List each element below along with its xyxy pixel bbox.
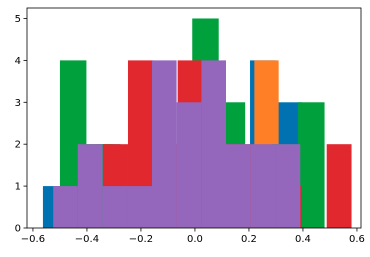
bar <box>275 144 301 228</box>
bar <box>102 186 128 228</box>
x-tick-label: −0.4 <box>75 234 99 245</box>
bar <box>225 144 251 228</box>
bar <box>77 144 103 228</box>
x-tick-label: 0.0 <box>187 234 203 245</box>
y-tick-label: 2 <box>15 140 21 151</box>
x-tick-label: 0.4 <box>295 234 311 245</box>
plot-frame <box>26 7 362 229</box>
y-tick-label: 3 <box>15 98 21 109</box>
bar <box>127 186 153 228</box>
bar <box>326 144 352 228</box>
bar <box>152 60 177 228</box>
y-tick-label: 0 <box>15 224 21 235</box>
bar <box>201 60 226 228</box>
y-tick-label: 4 <box>15 56 21 67</box>
x-tick-label: 0.6 <box>349 234 365 245</box>
y-tick-label: 5 <box>15 14 21 25</box>
x-tick-label: −0.2 <box>129 234 153 245</box>
y-tick-label: 1 <box>15 182 21 193</box>
x-tick-label: 0.2 <box>241 234 257 245</box>
x-tick-label: −0.6 <box>21 234 45 245</box>
bar <box>298 102 325 228</box>
bar <box>176 102 202 228</box>
bar <box>250 144 276 228</box>
bar <box>53 186 78 228</box>
